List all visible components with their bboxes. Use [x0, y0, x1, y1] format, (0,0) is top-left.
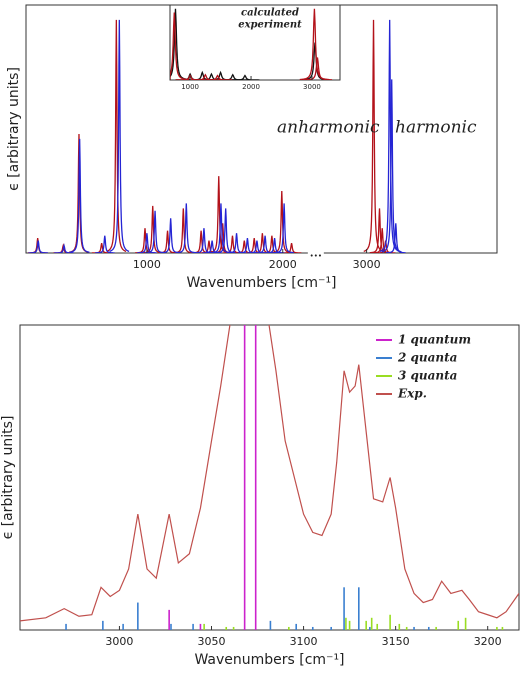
peak	[176, 203, 197, 253]
peak	[386, 223, 406, 253]
x-tick-label: 2000	[269, 258, 297, 271]
plot-area	[170, 8, 333, 80]
peak	[190, 73, 220, 80]
x-tick-label: 3100	[290, 635, 318, 648]
peak	[281, 242, 302, 253]
plot-area	[20, 325, 519, 630]
plot-frame	[19, 324, 520, 631]
legend-label: 2 quanta	[397, 351, 457, 365]
x-tick-label: 3050	[197, 635, 225, 648]
peak	[194, 228, 214, 253]
peak	[94, 235, 115, 253]
legend-label: 1 quantum	[398, 333, 471, 347]
legend-label: calculated	[241, 8, 299, 19]
peak	[69, 138, 90, 253]
peak	[230, 74, 260, 80]
peak	[264, 238, 285, 253]
x-tick-label: 3150	[382, 635, 410, 648]
x-axis-label: Wavenumbers [cm⁻¹]	[186, 275, 336, 291]
peak	[247, 240, 267, 253]
peak	[170, 12, 189, 80]
axis-break: •••	[310, 252, 322, 260]
peak	[255, 235, 275, 253]
y-axis-label: ϵ [arbitrary units]	[6, 67, 22, 191]
legend-label: 3 quanta	[398, 369, 457, 383]
peak	[137, 233, 157, 253]
x-tick-label: 1000	[133, 258, 161, 271]
series-annotation: anharmonic	[277, 118, 380, 138]
peak	[302, 57, 333, 80]
peak	[274, 203, 294, 253]
y-axis-label: ϵ [arbitrary units]	[0, 416, 16, 540]
peak	[109, 19, 130, 253]
legend-label: Exp.	[397, 387, 427, 401]
peak	[379, 19, 400, 253]
x-tick-label: 3000	[303, 83, 321, 91]
x-tick-label: 2000	[242, 83, 260, 91]
peak	[106, 19, 127, 253]
x-tick-label: 1000	[181, 83, 199, 91]
peak	[28, 240, 49, 253]
peak	[202, 74, 233, 80]
x-tick-label: 3000	[105, 635, 133, 648]
x-tick-label: 3000	[353, 258, 381, 271]
axis-break-gap	[307, 252, 324, 255]
peak	[54, 243, 74, 253]
x-tick-label: 3200	[474, 635, 502, 648]
legend-label: experiment	[238, 20, 302, 31]
spectrum-line	[20, 325, 519, 622]
x-axis-label: Wavenumbers [cm⁻¹]	[194, 652, 344, 668]
series-annotation: harmonic	[395, 118, 477, 138]
